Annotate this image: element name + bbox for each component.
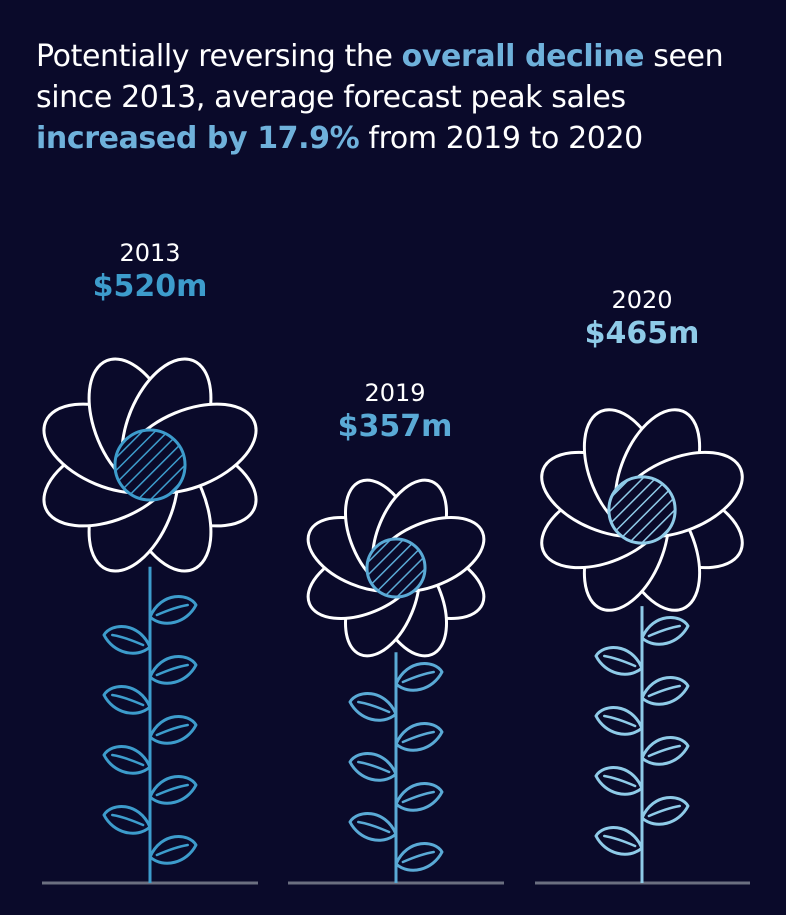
headline-part1: Potentially reversing the: [36, 39, 402, 74]
leaf: [594, 646, 644, 676]
flower-center-2013: [113, 428, 187, 502]
leaf: [348, 692, 398, 722]
flower-label-2013: 2013 $520m: [50, 238, 250, 306]
flower-label-2020: 2020 $465m: [542, 285, 742, 353]
leaf: [148, 835, 198, 865]
leaf: [640, 616, 690, 646]
leaf-vein: [603, 654, 637, 668]
leaf: [148, 775, 198, 805]
leaf: [640, 676, 690, 706]
leaf: [148, 655, 198, 685]
leaf: [394, 722, 444, 752]
value-label-2020: $465m: [584, 316, 700, 351]
year-label-2019: 2019: [364, 379, 426, 407]
leaf-vein: [401, 730, 435, 744]
leaf-vein: [111, 753, 145, 767]
flower-center-2020: [607, 475, 677, 545]
leaf-vein: [155, 843, 189, 857]
flower-center-2019: [365, 537, 427, 599]
leaf-vein: [401, 790, 435, 804]
flower-2013: [42, 357, 258, 885]
leaf-vein: [357, 760, 391, 774]
leaf: [348, 812, 398, 842]
headline: Potentially reversing the overall declin…: [36, 36, 756, 159]
leaf-vein: [603, 834, 637, 848]
leaf-vein: [647, 804, 681, 818]
leaf: [394, 782, 444, 812]
leaf: [148, 595, 198, 625]
leaf: [102, 625, 152, 655]
leaf-vein: [155, 603, 189, 617]
leaf: [148, 715, 198, 745]
leaf-vein: [357, 820, 391, 834]
leaf: [594, 706, 644, 736]
headline-highlight-increase: increased by 17.9%: [36, 121, 360, 156]
leaf-vein: [155, 783, 189, 797]
leaf-vein: [111, 693, 145, 707]
headline-part2: seen since 2013, average forecast peak s…: [36, 39, 724, 115]
leaf-vein: [603, 714, 637, 728]
headline-highlight-decline: overall decline: [401, 39, 645, 74]
leaf: [594, 766, 644, 796]
year-label-2020: 2020: [611, 286, 673, 314]
year-label-2013: 2013: [119, 239, 181, 267]
leaf-vein: [647, 624, 681, 638]
value-label-2013: $520m: [92, 269, 208, 304]
leaf-vein: [647, 684, 681, 698]
leaf-vein: [111, 813, 145, 827]
leaf: [394, 842, 444, 872]
leaf-vein: [155, 723, 189, 737]
leaf: [102, 805, 152, 835]
value-label-2019: $357m: [337, 409, 453, 444]
flower-label-2019: 2019 $357m: [295, 378, 495, 446]
leaf-vein: [357, 700, 391, 714]
leaf: [102, 745, 152, 775]
leaf: [394, 662, 444, 692]
leaf: [102, 685, 152, 715]
leaf-vein: [647, 744, 681, 758]
flower-2019: [288, 478, 504, 885]
leaf: [640, 736, 690, 766]
leaf-vein: [155, 663, 189, 677]
flower-2020: [535, 408, 750, 885]
headline-part3: from 2019 to 2020: [359, 121, 643, 156]
leaf: [594, 826, 644, 856]
leaf-vein: [401, 670, 435, 684]
leaf-vein: [603, 774, 637, 788]
leaf-vein: [401, 850, 435, 864]
leaf: [348, 752, 398, 782]
leaf-vein: [111, 633, 145, 647]
leaf: [640, 796, 690, 826]
